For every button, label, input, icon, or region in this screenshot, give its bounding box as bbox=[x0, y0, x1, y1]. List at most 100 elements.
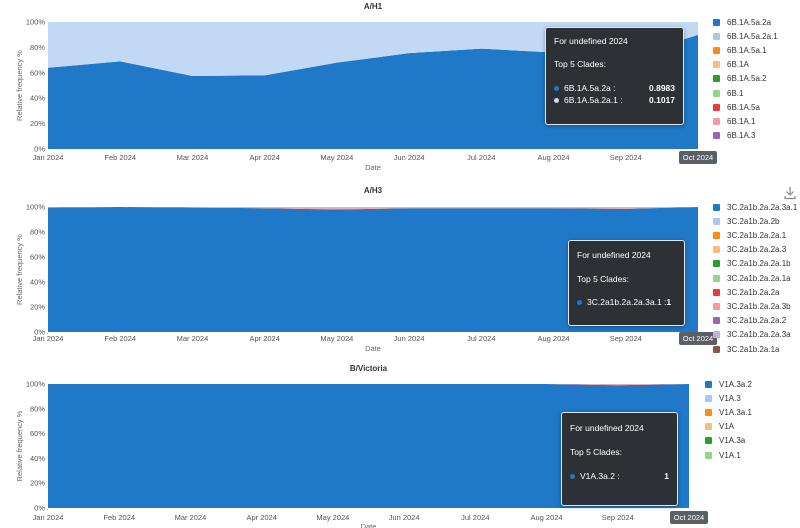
chart-svg[interactable]: B/Victoria 0% 20% 40% 60% 80% 100% Jan 2024 Feb … bbox=[0, 362, 800, 528]
series-dot-icon bbox=[554, 85, 559, 91]
legend-swatch bbox=[705, 437, 712, 445]
legend-label: 3C.2a1b.2a.2a.1a bbox=[727, 273, 791, 283]
area-series[interactable] bbox=[48, 207, 698, 332]
legend-swatch bbox=[713, 331, 720, 339]
y-tick-label: 20% bbox=[30, 119, 45, 128]
chart-title: B/Victoria bbox=[350, 364, 388, 373]
legend-item[interactable]: 3C.2a1b.2a.1a bbox=[713, 343, 780, 355]
legend-swatch bbox=[713, 217, 720, 225]
legend-item[interactable]: 6B.1A bbox=[713, 59, 749, 71]
tooltip-subheader: Top 5 Clades: bbox=[577, 274, 629, 284]
y-axis-title: Relative frequency % bbox=[15, 410, 24, 481]
legend-item[interactable]: 3C.2a1b.2a.2a.3a.1 bbox=[713, 201, 797, 213]
legend-label: 3C.2a1b.2a.1a bbox=[727, 344, 780, 354]
legend-item[interactable]: V1A bbox=[705, 421, 734, 433]
legend-item[interactable]: 6B.1 bbox=[713, 87, 743, 99]
legend-swatch bbox=[705, 451, 712, 459]
tooltip-subheader: Top 5 Clades: bbox=[570, 447, 622, 457]
chart-panel-ah1: A/H1 0% 20% 40% 60% 80% 100% Jan 2024 Feb 2024 Ma… bbox=[0, 0, 800, 180]
legend-swatch bbox=[713, 46, 720, 54]
legend-item[interactable]: V1A.3a.2 bbox=[705, 378, 752, 390]
legend-item[interactable]: 6B.1A.5a.2a bbox=[713, 16, 771, 28]
legend-swatch bbox=[713, 18, 720, 26]
legend-item[interactable]: V1A.3 bbox=[705, 392, 741, 404]
y-tick-label: 80% bbox=[30, 228, 45, 237]
area-series[interactable] bbox=[48, 34, 698, 149]
legend-item[interactable]: 3C.2a1b.2a.2a.2 bbox=[713, 315, 786, 327]
x-tick-badge bbox=[679, 332, 717, 345]
x-axis-title: Date bbox=[361, 522, 377, 528]
area-series[interactable] bbox=[48, 384, 689, 386]
tooltip-header: For undefined 2024 bbox=[554, 36, 628, 46]
area-series[interactable] bbox=[48, 207, 698, 210]
y-tick-label: 40% bbox=[30, 454, 45, 463]
legend-item[interactable]: 6B.1A.1 bbox=[713, 115, 755, 127]
legend-swatch bbox=[713, 260, 720, 268]
legend-swatch bbox=[713, 132, 720, 140]
x-tick-label: Mar 2024 bbox=[175, 513, 207, 522]
legend-item[interactable]: 3C.2a1b.2a.2a.3b bbox=[713, 300, 791, 312]
legend-swatch bbox=[713, 302, 720, 310]
x-tick-label: Jun 2024 bbox=[394, 334, 425, 343]
tooltip-row-value: 1 bbox=[666, 297, 672, 307]
x-tick-label: Mar 2024 bbox=[177, 334, 209, 343]
legend-swatch bbox=[713, 231, 720, 239]
y-tick-label: 20% bbox=[30, 479, 45, 488]
x-tick-label: Apr 2024 bbox=[249, 334, 279, 343]
legend-label: 6B.1A.5a.2a.1 bbox=[727, 31, 778, 41]
legend-item[interactable]: 3C.2a1b.2a.2b bbox=[713, 215, 780, 227]
legend-item[interactable]: 3C.2a1b.2a.2a.3 bbox=[713, 244, 786, 256]
legend-label: V1A bbox=[719, 422, 735, 432]
chart-tooltip: For undefined 2024 Top 5 Clades: V1A.3a.… bbox=[561, 412, 678, 506]
legend-item[interactable]: 6B.1A.3 bbox=[713, 130, 755, 142]
legend-item[interactable]: 6B.1A.5a.2 bbox=[713, 73, 767, 85]
x-tick-label: May 2024 bbox=[316, 513, 349, 522]
series-dot-icon bbox=[570, 473, 575, 479]
chart-panel-ah3: A/H3 0% 20% 40% 60% 80% 100% Jan 2024 Feb 2024 Ma… bbox=[0, 181, 800, 361]
x-axis-title: Date bbox=[365, 344, 381, 353]
legend-item[interactable]: 3C.2a1b.2a.2a.3a bbox=[713, 329, 791, 341]
tooltip-header: For undefined 2024 bbox=[570, 423, 644, 433]
chart-title: A/H1 bbox=[364, 2, 383, 11]
x-tick-label: Aug 2024 bbox=[530, 513, 562, 522]
x-tick-label: Feb 2024 bbox=[104, 334, 136, 343]
tooltip-row: 6B.1A.5a.2a.1 : 0.1017 bbox=[554, 94, 675, 106]
x-axis-title: Date bbox=[365, 163, 381, 172]
legend-swatch bbox=[705, 394, 712, 402]
x-tick-badge bbox=[679, 151, 717, 164]
area-series[interactable] bbox=[48, 22, 698, 76]
legend-item[interactable]: 3C.2a1b.2a.2a.1 bbox=[713, 229, 786, 241]
chart-svg[interactable]: A/H1 0% 20% 40% 60% 80% 100% Jan 2024 Feb 2024 Ma… bbox=[0, 0, 800, 180]
legend-item[interactable]: V1A.3a bbox=[705, 435, 745, 447]
legend-item[interactable]: V1A.1 bbox=[705, 449, 741, 461]
legend-label: 3C.2a1b.2a.2a.1b bbox=[727, 259, 791, 269]
x-tick-label: Apr 2024 bbox=[249, 153, 279, 162]
download-icon[interactable] bbox=[783, 186, 797, 200]
y-tick-label: 100% bbox=[26, 380, 46, 389]
legend-item[interactable]: V1A.3a.1 bbox=[705, 406, 752, 418]
legend-item[interactable]: 3C.2a1b.2a.2a.1a bbox=[713, 272, 791, 284]
legend-swatch bbox=[713, 61, 720, 69]
chart-panel-bvictoria: B/Victoria 0% 20% 40% 60% 80% 100% Jan 2024 Feb … bbox=[0, 362, 800, 528]
y-tick-label: 60% bbox=[30, 68, 45, 77]
legend-swatch bbox=[713, 203, 720, 211]
legend-item[interactable]: 6B.1A.5a bbox=[713, 101, 760, 113]
x-tick-badge bbox=[670, 511, 708, 524]
x-tick-label: Feb 2024 bbox=[104, 153, 136, 162]
legend-item[interactable]: 3C.2a1b.2a.2a bbox=[713, 286, 780, 298]
legend-item[interactable]: 6B.1A.5a.1 bbox=[713, 44, 767, 56]
x-tick-label: Oct 2024 bbox=[674, 513, 704, 522]
legend-swatch bbox=[705, 408, 712, 416]
legend-item[interactable]: 3C.2a1b.2a.2a.1b bbox=[713, 258, 791, 270]
y-tick-label: 80% bbox=[30, 43, 45, 52]
x-tick-label: Aug 2024 bbox=[537, 153, 569, 162]
area-series[interactable] bbox=[48, 384, 689, 508]
y-tick-label: 40% bbox=[30, 94, 45, 103]
legend-label: 3C.2a1b.2a.2a.3a.1 bbox=[727, 202, 798, 212]
legend-label: 3C.2a1b.2a.2b bbox=[727, 216, 780, 226]
series-dot-icon bbox=[577, 299, 582, 305]
legend-item[interactable]: 6B.1A.5a.2a.1 bbox=[713, 30, 778, 42]
x-tick-label: Jul 2024 bbox=[467, 334, 495, 343]
legend-label: 6B.1A.5a.2a bbox=[727, 17, 772, 27]
chart-svg[interactable]: A/H3 0% 20% 40% 60% 80% 100% Jan 2024 Feb 2024 Ma… bbox=[0, 181, 800, 361]
